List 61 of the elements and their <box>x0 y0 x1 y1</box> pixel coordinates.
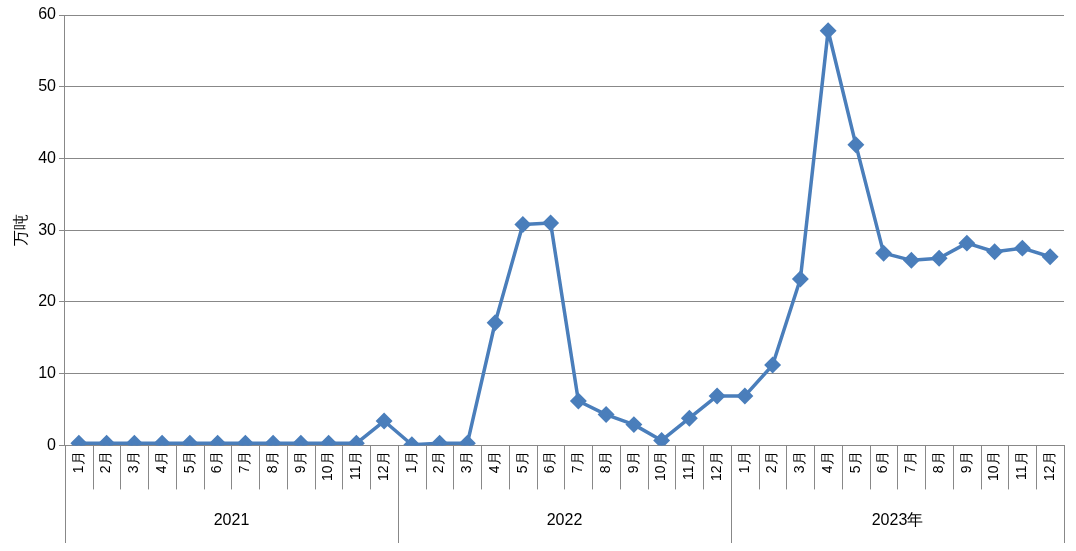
x-tick-label: 3月 <box>125 451 142 474</box>
x-tick-label: 9月 <box>291 451 308 474</box>
x-tick-label: 7月 <box>902 451 919 474</box>
y-axis-title: 万吨 <box>12 214 30 247</box>
x-tick-label: 12月 <box>707 451 724 482</box>
point <box>903 252 920 269</box>
point <box>875 245 892 261</box>
x-tick-label: 5月 <box>513 451 530 474</box>
x-tick-label: 8月 <box>929 451 946 474</box>
y-tick-label: 60 <box>38 5 57 23</box>
x-tick-label: 4月 <box>818 451 835 474</box>
point <box>515 216 531 233</box>
point <box>986 243 1003 260</box>
x-tick-label: 7月 <box>569 451 586 474</box>
point <box>931 250 947 266</box>
x-tick-label: 4月 <box>152 451 169 474</box>
x-tick-label: 10月 <box>319 451 336 482</box>
x-tick-label: 5月 <box>846 451 863 474</box>
x-tick-label: 2月 <box>763 451 780 474</box>
x-tick-label: 7月 <box>236 451 253 474</box>
point <box>848 137 864 153</box>
x-tick-label: 9月 <box>957 451 974 474</box>
point <box>1014 240 1031 256</box>
text: 2022 <box>546 511 583 529</box>
point <box>542 215 559 231</box>
x-tick-label: 1月 <box>735 451 752 474</box>
y-tick-label: 20 <box>38 292 57 310</box>
x-tick-label: 5月 <box>180 451 197 474</box>
x-tick-label: 12月 <box>374 451 391 482</box>
x-tick-label: 1月 <box>402 451 419 474</box>
point <box>959 235 975 251</box>
y-tick-label: 40 <box>38 148 57 166</box>
x-tick-label: 9月 <box>624 451 641 474</box>
point <box>653 432 670 446</box>
point <box>764 357 781 373</box>
x-tick-label: 2月 <box>430 451 447 474</box>
x-tick-label: 8月 <box>263 451 280 474</box>
point <box>487 315 503 331</box>
x-tick-label: 10月 <box>985 451 1002 482</box>
x-tick-label: 3月 <box>791 451 808 474</box>
y-tick-label: 50 <box>38 77 57 95</box>
x-tick-label: 11月 <box>347 451 364 480</box>
x-tick-label: 10月 <box>652 451 669 482</box>
x-tick-label: 11月 <box>1013 451 1030 480</box>
x-tick-label: 3月 <box>458 451 475 474</box>
point <box>1042 249 1058 265</box>
x-tick-label: 11月 <box>680 451 697 480</box>
x-tick-label: 12月 <box>1040 451 1057 482</box>
x-tick-label: 6月 <box>874 451 891 474</box>
text: 2023年 <box>871 511 924 529</box>
x-tick-label: 6月 <box>208 451 225 474</box>
y-tick-label: 30 <box>38 220 57 238</box>
y-tick-label: 10 <box>38 364 57 382</box>
text: 2021 <box>213 511 250 529</box>
point <box>792 271 809 287</box>
x-tick-label: 6月 <box>541 451 558 474</box>
x-tick-label: 1月 <box>69 451 86 474</box>
x-tick-label: 2月 <box>97 451 114 474</box>
y-tick-label: 0 <box>47 435 57 453</box>
x-tick-label: 8月 <box>596 451 613 474</box>
x-tick-label: 4月 <box>485 451 502 474</box>
